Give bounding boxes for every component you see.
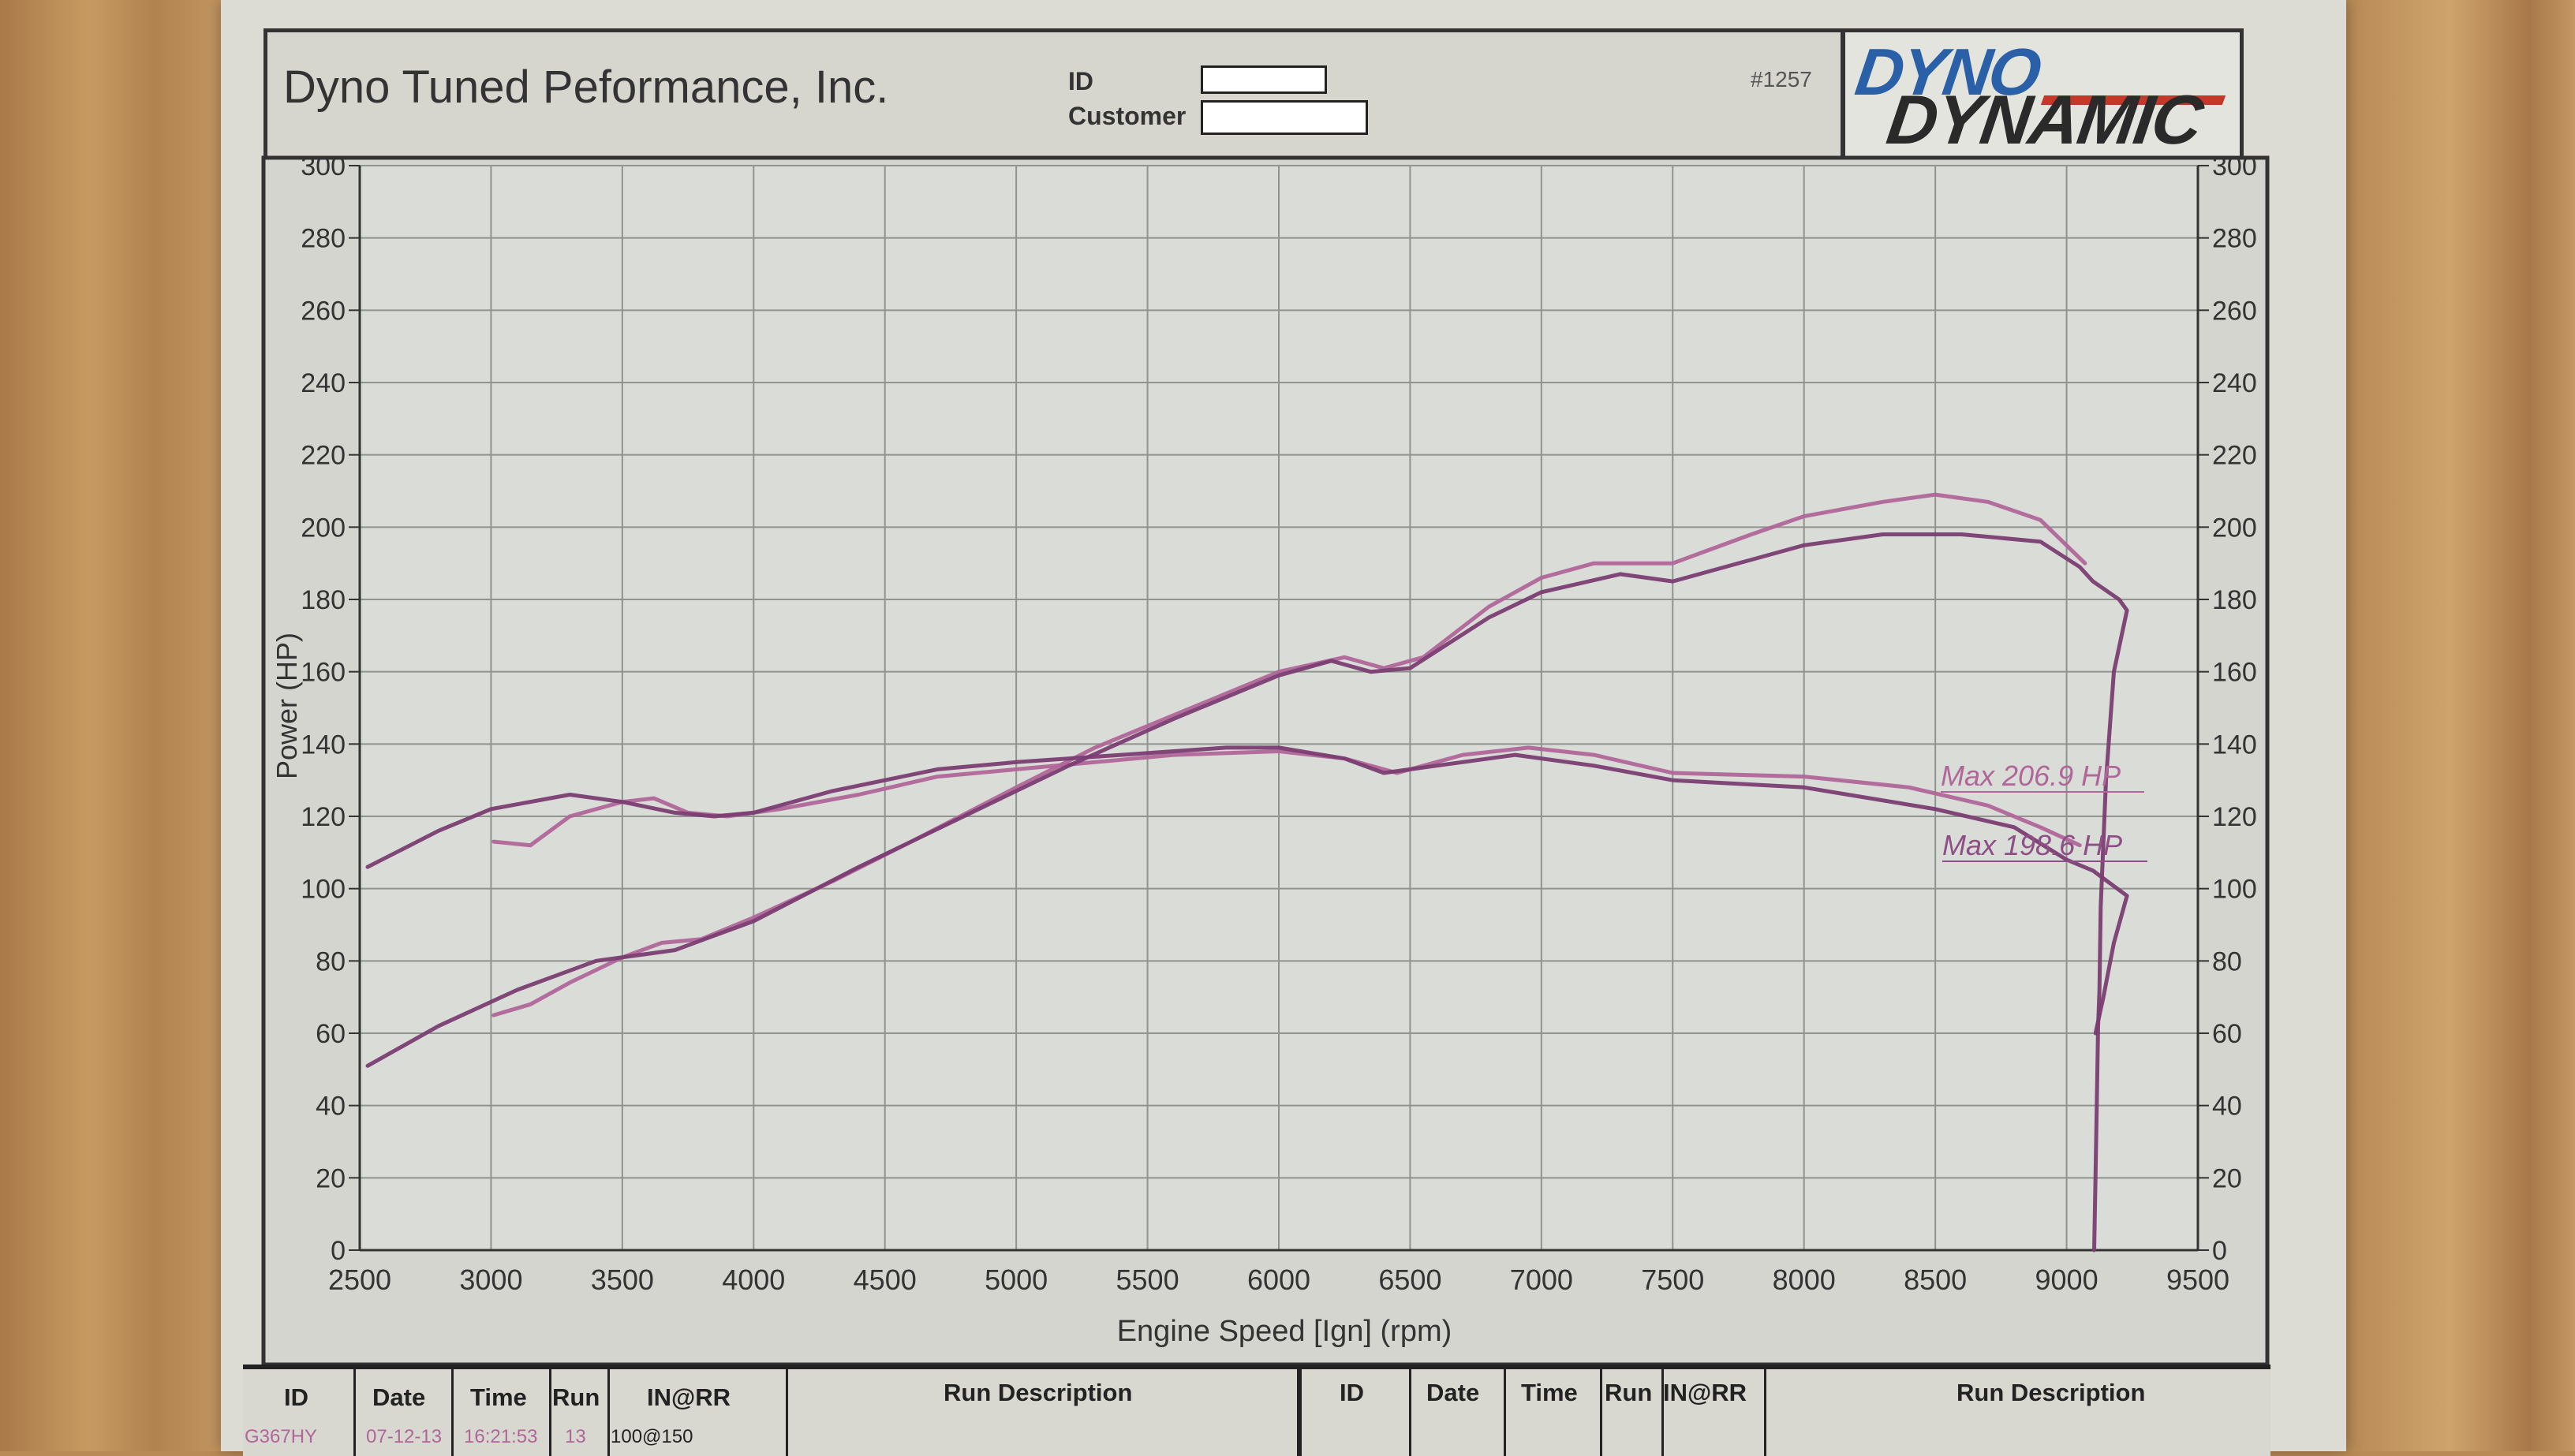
y-tick-label-right: 40 [2212, 1092, 2242, 1122]
col-divider [607, 1369, 610, 1456]
row1-time: 16:21:53 [464, 1426, 538, 1447]
wood-background [0, 0, 221, 1451]
y-tick-label-left: 160 [301, 658, 346, 688]
y-tick-label-left: 0 [331, 1236, 346, 1266]
y-tick-label-left: 200 [301, 513, 346, 543]
series-dark-power-line [365, 532, 2129, 1253]
y-tick-label-right: 260 [2212, 296, 2257, 326]
y-tick-label-left: 40 [316, 1092, 346, 1122]
y-tick-label-right: 0 [2212, 1236, 2227, 1266]
y-tick-label-right: 20 [2212, 1163, 2242, 1193]
x-tick-label: 3000 [459, 1264, 522, 1296]
id-label: ID [1068, 67, 1093, 95]
dyno-dynamic-logo: DYNO DYNAMIC [1841, 32, 2240, 159]
th-date-right: Date [1426, 1379, 1480, 1406]
x-tick-label: 4000 [722, 1264, 785, 1296]
row1-inrr: 100@150 [611, 1426, 693, 1447]
x-axis-label: Engine Speed [Ign] (rpm) [1117, 1315, 1452, 1348]
customer-field [1201, 100, 1368, 135]
report-number: #1257 [1751, 67, 1812, 91]
th-inrr-right: IN@RR [1663, 1379, 1747, 1406]
x-tick-label: 2500 [328, 1264, 391, 1296]
series-light-torque-line [491, 745, 2082, 848]
col-divider [1504, 1369, 1506, 1456]
series-lines [365, 492, 2129, 1253]
x-tick-label: 7000 [1510, 1264, 1573, 1296]
y-tick-label-right: 200 [2212, 513, 2257, 543]
x-tick-label: 3500 [591, 1264, 654, 1296]
y-tick-label-right: 140 [2212, 730, 2257, 760]
y-axis-label: Power (HP) [271, 633, 303, 779]
y-tick-label-left: 140 [301, 730, 346, 760]
y-tick-label-right: 180 [2212, 585, 2257, 615]
id-field [1201, 65, 1327, 94]
row1-run: 13 [565, 1426, 586, 1447]
y-tick-label-left: 180 [301, 585, 346, 615]
y-tick-label-left: 60 [316, 1019, 346, 1049]
y-tick-label-right: 220 [2212, 441, 2257, 471]
th-run: Run [552, 1383, 600, 1411]
y-tick-label-left: 300 [301, 151, 346, 181]
row1-id: G367HY [245, 1426, 318, 1447]
x-tick-label: 4500 [854, 1264, 917, 1296]
th-run-description-right: Run Description [1956, 1379, 2146, 1406]
row1-date: 07-12-13 [366, 1426, 443, 1447]
x-tick-label: 5500 [1116, 1264, 1179, 1296]
y-tick-label-right: 300 [2212, 151, 2257, 181]
th-time: Time [470, 1383, 527, 1411]
col-divider [1409, 1369, 1411, 1456]
col-divider [549, 1369, 551, 1456]
y-tick-label-right: 120 [2212, 802, 2257, 832]
x-tick-label: 9000 [2035, 1264, 2098, 1296]
x-tick-label: 9500 [2166, 1264, 2229, 1296]
th-id-right: ID [1340, 1379, 1364, 1406]
x-ticks: 2500 3000 3500 4000 4500 5000 5500 6000 6500 7000… [328, 1264, 2229, 1296]
x-tick-label: 8000 [1773, 1264, 1836, 1296]
th-inrr: IN@RR [647, 1383, 731, 1411]
col-divider [451, 1369, 454, 1456]
col-divider [786, 1369, 788, 1456]
y-tick-label-left: 120 [301, 802, 346, 832]
x-tick-label: 8500 [1904, 1264, 1967, 1296]
y-tick-label-right: 100 [2212, 875, 2257, 905]
company-name: Dyno Tuned Peformance, Inc. [283, 62, 889, 113]
x-tick-label: 6500 [1378, 1264, 1441, 1296]
y-ticks-right: 0 20 40 60 80 100 120 140 160 180 200 220 240 260 280 3… [2198, 151, 2257, 1266]
y-tick-label-right: 280 [2212, 224, 2257, 254]
series-dark-torque-line [365, 745, 2129, 1036]
y-tick-label-left: 100 [301, 875, 346, 905]
wood-background-right [2346, 0, 2575, 1451]
x-tick-label: 7500 [1641, 1264, 1704, 1296]
x-tick-label: 5000 [985, 1264, 1048, 1296]
th-run-description: Run Description [944, 1379, 1133, 1406]
th-time-right: Time [1521, 1379, 1578, 1406]
y-tick-label-left: 280 [301, 224, 346, 254]
col-divider [1764, 1369, 1766, 1456]
max-annotation-2: Max 198.6 HP [1942, 829, 2122, 861]
th-id: ID [284, 1383, 308, 1411]
col-divider [1600, 1369, 1602, 1456]
y-tick-label-right: 80 [2212, 946, 2242, 976]
y-tick-label-left: 220 [301, 441, 346, 471]
col-divider [1297, 1369, 1302, 1456]
max-annotation-1: Max 206.9 HP [1941, 760, 2121, 792]
y-tick-label-left: 260 [301, 296, 346, 326]
col-divider [1661, 1369, 1664, 1456]
th-date: Date [372, 1383, 426, 1411]
y-tick-label-right: 160 [2212, 658, 2257, 688]
y-ticks-left: 0 20 40 60 80 100 120 140 160 180 200 220 240 260 280 3… [301, 151, 360, 1266]
col-divider [353, 1369, 356, 1456]
run-table: ID Date Time Run IN@RR Run Description I… [243, 1365, 2270, 1456]
x-tick-label: 6000 [1247, 1264, 1310, 1296]
y-tick-label-right: 60 [2212, 1019, 2242, 1049]
y-tick-label-left: 20 [316, 1163, 346, 1193]
series-light-power-line [491, 492, 2087, 1017]
th-run-right: Run [1605, 1379, 1653, 1406]
customer-label: Customer [1068, 102, 1187, 130]
y-tick-label-right: 240 [2212, 368, 2257, 398]
y-tick-label-left: 80 [316, 946, 346, 976]
y-tick-label-left: 240 [301, 368, 346, 398]
